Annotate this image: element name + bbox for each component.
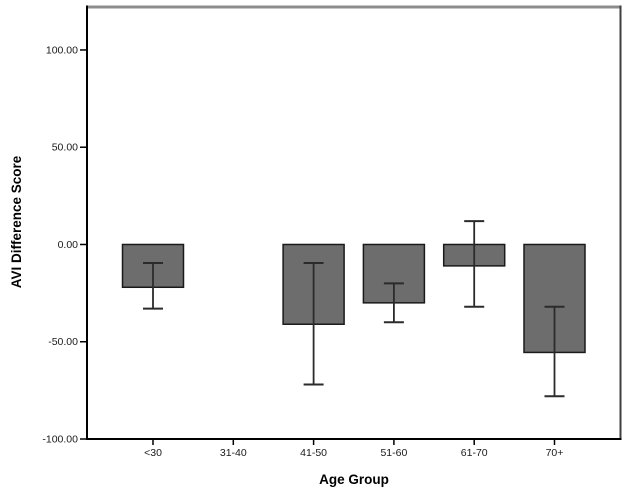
y-tick-label: 0.00 [58, 239, 79, 251]
x-tick-label: 51-60 [380, 447, 407, 459]
plot-frame: 100.00 50.00 0.00 -50.00 -100.00 <30 31-40 41-5… [42, 5, 622, 459]
x-tick-label: 70+ [546, 447, 564, 459]
y-axis-title: AVI Difference Score [9, 155, 24, 288]
x-axis-title: Age Group [319, 472, 389, 487]
y-tick-label: 50.00 [52, 142, 78, 154]
x-tick-label: <30 [144, 447, 162, 459]
x-tick-label: 31-40 [220, 447, 247, 459]
chart-layer [121, 220, 586, 398]
x-tick-label: 41-50 [300, 447, 327, 459]
y-tick-label: 100.00 [46, 44, 78, 56]
y-tick-label: -100.00 [42, 434, 78, 446]
x-tick-label: 61-70 [461, 447, 488, 459]
y-tick-label: -50.00 [48, 336, 78, 348]
